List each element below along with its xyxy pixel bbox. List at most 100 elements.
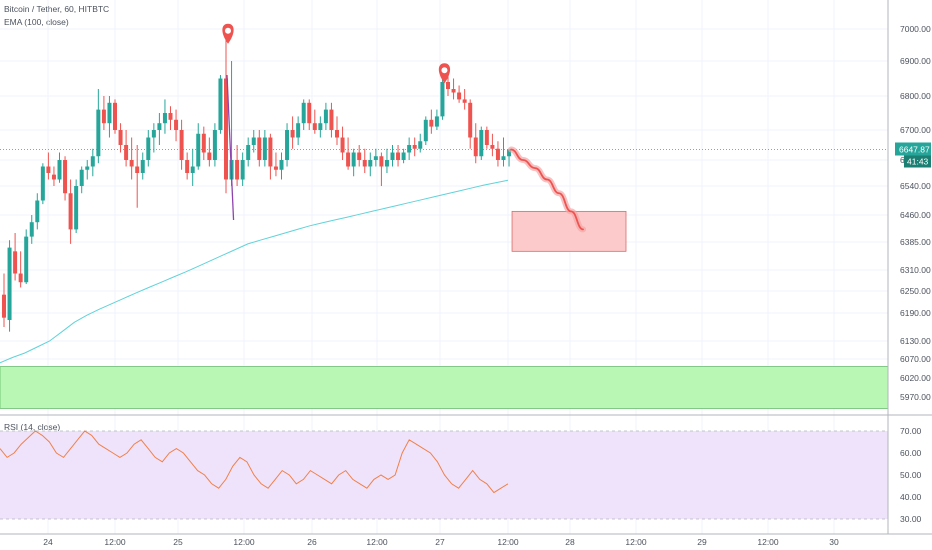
candle-body (113, 102, 117, 130)
candle (79, 166, 84, 194)
candle (495, 141, 500, 167)
price-marker-pin (222, 23, 234, 44)
candle (74, 179, 79, 233)
candle-body (190, 166, 195, 173)
price-tick-label: 6700.00 (900, 125, 931, 135)
candle-body (85, 166, 90, 170)
price-marker-pin (438, 63, 451, 84)
candle (101, 96, 106, 130)
time-tick-label: 12:00 (104, 537, 126, 547)
candle (168, 106, 173, 130)
candle-body (373, 156, 378, 160)
candle-body (235, 160, 240, 180)
price-tick-label: 6900.00 (900, 56, 931, 66)
candle (290, 116, 295, 149)
candle-body (257, 137, 262, 160)
candle (157, 113, 162, 145)
candle-body (351, 152, 356, 167)
candle (46, 152, 51, 180)
candle-body (79, 169, 84, 186)
candle-body (418, 141, 423, 149)
last-price-bg (895, 142, 931, 156)
candle-body (174, 119, 179, 130)
candle-body (446, 82, 450, 89)
candle-body (484, 130, 489, 145)
candle (51, 166, 56, 186)
candle (240, 152, 245, 186)
candle-body (29, 222, 34, 237)
candle-body (273, 166, 278, 170)
candle-body (168, 113, 173, 120)
candle-body (13, 251, 18, 274)
candle (212, 123, 217, 167)
candle (329, 102, 334, 138)
candle-body (51, 174, 56, 180)
candle (174, 109, 179, 142)
price-tick-label: 7000.00 (900, 24, 931, 34)
candle (501, 137, 506, 167)
time-tick-label: 12:00 (757, 537, 779, 547)
candle (429, 109, 434, 134)
candle-body (323, 109, 328, 124)
candle (140, 152, 145, 180)
rsi-tick-label: 60.00 (900, 448, 922, 458)
time-tick-label: 12:00 (233, 537, 255, 547)
candle-body (495, 148, 500, 160)
candle (490, 133, 495, 157)
candle-body (412, 145, 417, 149)
candle-body (407, 145, 412, 153)
candle (90, 148, 95, 177)
candle-body (57, 160, 62, 180)
time-tick-label: 12:00 (366, 537, 388, 547)
candle (396, 145, 401, 167)
time-tick-label: 24 (43, 537, 53, 547)
candle (246, 137, 251, 167)
candle-body (218, 78, 223, 130)
candle (96, 89, 101, 164)
candle (484, 126, 489, 149)
candle (218, 75, 223, 134)
candle (301, 99, 306, 130)
candle (29, 215, 34, 244)
countdown-text: 41:43 (907, 157, 929, 167)
candle (279, 152, 284, 180)
candle-body (362, 160, 367, 167)
candle-body (2, 294, 6, 318)
time-tick-label: 12:00 (625, 537, 647, 547)
candle (162, 99, 167, 134)
candle (257, 130, 262, 167)
candle-body (318, 123, 323, 130)
candle-body (473, 137, 478, 157)
candle (224, 38, 228, 194)
candle-body (401, 152, 406, 160)
candle (312, 109, 317, 134)
candle-body (201, 133, 206, 153)
candle (151, 123, 156, 153)
candle-body (251, 137, 256, 145)
price-tick-label: 6540.00 (900, 181, 931, 191)
candle (357, 145, 362, 167)
candle (440, 75, 445, 120)
projection-path (510, 148, 584, 231)
price-tick-label: 6385.00 (900, 237, 931, 247)
rsi-tick-label: 30.00 (900, 514, 922, 524)
candle (335, 116, 339, 145)
marker-dot (225, 27, 231, 34)
price-tick-label: 6020.00 (900, 373, 931, 383)
candle (68, 179, 73, 244)
price-tick-label: 5970.00 (900, 392, 931, 402)
candle-body (101, 109, 106, 124)
candle (118, 123, 123, 153)
candle-body (340, 137, 345, 153)
candle (390, 145, 395, 167)
candle-body (434, 116, 439, 127)
candle-body (107, 102, 112, 124)
candle-body (129, 160, 134, 167)
marker-dot (441, 67, 448, 74)
candle (412, 137, 417, 157)
candle (373, 148, 378, 167)
rsi-layer (0, 430, 888, 520)
candle (262, 130, 267, 167)
